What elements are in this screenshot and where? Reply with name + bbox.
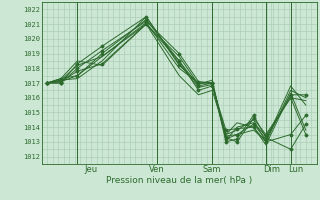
- X-axis label: Pression niveau de la mer( hPa ): Pression niveau de la mer( hPa ): [106, 176, 252, 185]
